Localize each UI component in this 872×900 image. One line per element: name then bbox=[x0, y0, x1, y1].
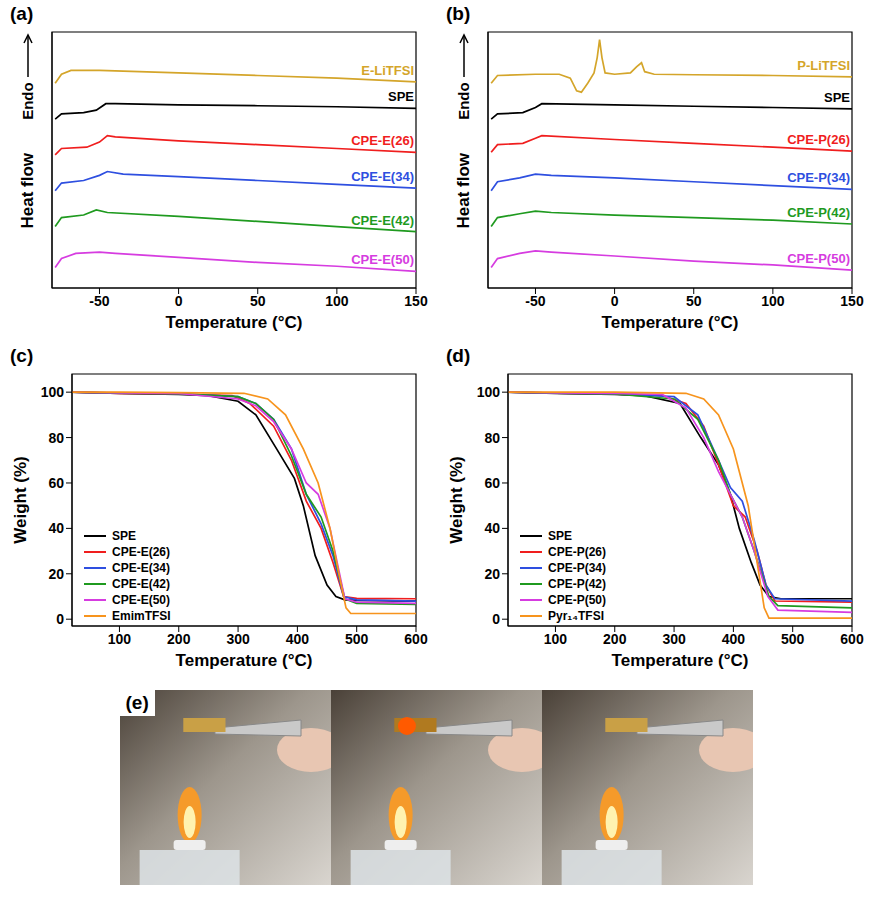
svg-text:0: 0 bbox=[175, 293, 183, 309]
svg-text:300: 300 bbox=[662, 631, 686, 647]
svg-text:50: 50 bbox=[250, 293, 266, 309]
svg-text:Heat flow: Heat flow bbox=[455, 152, 474, 228]
svg-text:CPE-P(42): CPE-P(42) bbox=[548, 577, 606, 591]
svg-text:Endo: Endo bbox=[456, 82, 473, 120]
svg-text:100: 100 bbox=[325, 293, 349, 309]
svg-text:P-LiTFSI: P-LiTFSI bbox=[797, 58, 850, 73]
svg-text:CPE-P(50): CPE-P(50) bbox=[787, 251, 850, 266]
svg-text:Endo: Endo bbox=[20, 82, 37, 120]
svg-text:20: 20 bbox=[48, 566, 64, 582]
svg-text:150: 150 bbox=[840, 293, 864, 309]
svg-text:Temperature (°C): Temperature (°C) bbox=[602, 313, 739, 332]
svg-text:(a): (a) bbox=[10, 3, 33, 24]
svg-text:CPE-E(34): CPE-E(34) bbox=[112, 561, 170, 575]
svg-text:Temperature (°C): Temperature (°C) bbox=[176, 651, 313, 670]
svg-text:CPE-E(50): CPE-E(50) bbox=[351, 252, 414, 267]
svg-text:CPE-P(42): CPE-P(42) bbox=[787, 205, 850, 220]
svg-text:100: 100 bbox=[544, 631, 568, 647]
svg-text:20: 20 bbox=[484, 566, 500, 582]
svg-text:100: 100 bbox=[108, 631, 132, 647]
svg-text:CPE-E(50): CPE-E(50) bbox=[112, 593, 170, 607]
svg-text:SPE: SPE bbox=[824, 90, 850, 105]
svg-text:0: 0 bbox=[492, 611, 500, 627]
svg-text:40: 40 bbox=[48, 520, 64, 536]
svg-text:Pyr₁₄TFSI: Pyr₁₄TFSI bbox=[548, 609, 604, 623]
svg-text:CPE-P(34): CPE-P(34) bbox=[548, 561, 606, 575]
svg-text:CPE-P(50): CPE-P(50) bbox=[548, 593, 606, 607]
svg-text:60: 60 bbox=[48, 475, 64, 491]
svg-text:Heat flow: Heat flow bbox=[19, 152, 38, 228]
svg-text:EmimTFSI: EmimTFSI bbox=[112, 609, 171, 623]
svg-text:CPE-E(34): CPE-E(34) bbox=[351, 169, 414, 184]
svg-text:400: 400 bbox=[286, 631, 310, 647]
svg-text:0: 0 bbox=[56, 611, 64, 627]
svg-text:100: 100 bbox=[41, 384, 65, 400]
svg-text:CPE-P(34): CPE-P(34) bbox=[787, 170, 850, 185]
svg-text:100: 100 bbox=[761, 293, 785, 309]
svg-text:600: 600 bbox=[404, 631, 428, 647]
svg-text:SPE: SPE bbox=[388, 89, 414, 104]
svg-text:40: 40 bbox=[484, 520, 500, 536]
svg-text:500: 500 bbox=[345, 631, 369, 647]
svg-text:(d): (d) bbox=[446, 345, 470, 366]
svg-text:60: 60 bbox=[484, 475, 500, 491]
svg-text:80: 80 bbox=[484, 430, 500, 446]
svg-text:CPE-E(26): CPE-E(26) bbox=[112, 545, 170, 559]
svg-text:CPE-E(26): CPE-E(26) bbox=[351, 133, 414, 148]
svg-text:CPE-P(26): CPE-P(26) bbox=[548, 545, 606, 559]
svg-text:Temperature (°C): Temperature (°C) bbox=[612, 651, 749, 670]
svg-text:-50: -50 bbox=[525, 293, 545, 309]
svg-text:CPE-P(26): CPE-P(26) bbox=[787, 132, 850, 147]
svg-text:(c): (c) bbox=[10, 345, 33, 366]
svg-text:600: 600 bbox=[840, 631, 864, 647]
svg-text:SPE: SPE bbox=[548, 529, 572, 543]
svg-text:CPE-E(42): CPE-E(42) bbox=[112, 577, 170, 591]
svg-text:400: 400 bbox=[722, 631, 746, 647]
svg-text:Weight (%): Weight (%) bbox=[11, 456, 30, 544]
svg-text:50: 50 bbox=[686, 293, 702, 309]
svg-text:SPE: SPE bbox=[112, 529, 136, 543]
svg-text:-50: -50 bbox=[89, 293, 109, 309]
svg-text:150: 150 bbox=[404, 293, 428, 309]
svg-text:(b): (b) bbox=[446, 3, 470, 24]
html-text:(e): (e) bbox=[125, 692, 149, 713]
svg-text:CPE-E(42): CPE-E(42) bbox=[351, 213, 414, 228]
svg-text:0: 0 bbox=[611, 293, 619, 309]
svg-text:80: 80 bbox=[48, 430, 64, 446]
svg-text:Weight (%): Weight (%) bbox=[447, 456, 466, 544]
svg-text:E-LiTFSI: E-LiTFSI bbox=[361, 63, 414, 78]
svg-text:200: 200 bbox=[167, 631, 191, 647]
svg-text:500: 500 bbox=[781, 631, 805, 647]
svg-text:100: 100 bbox=[477, 384, 501, 400]
svg-text:Temperature (°C): Temperature (°C) bbox=[166, 313, 303, 332]
svg-text:300: 300 bbox=[226, 631, 250, 647]
svg-text:200: 200 bbox=[603, 631, 627, 647]
